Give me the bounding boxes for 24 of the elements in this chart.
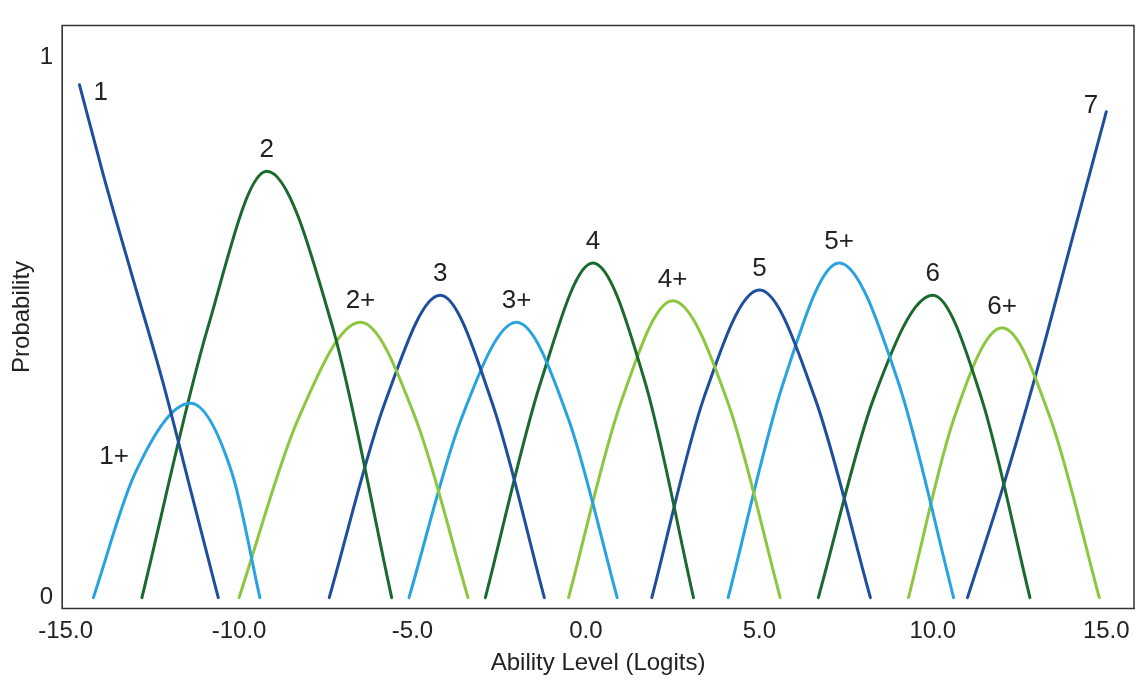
series-label: 2+ xyxy=(345,284,376,315)
x-tick-label: -10.0 xyxy=(211,616,267,644)
x-tick-label: 10.0 xyxy=(909,616,957,644)
series-label: 1 xyxy=(93,75,108,106)
x-axis-title: Ability Level (Logits) xyxy=(490,648,706,676)
series-label: 4+ xyxy=(657,262,688,293)
x-tick-label: -5.0 xyxy=(391,616,434,644)
series-label: 3 xyxy=(433,257,448,288)
series-label: 6 xyxy=(925,257,941,288)
y-axis-title: Probability xyxy=(7,260,35,373)
series-label: 3+ xyxy=(501,284,532,315)
x-tick-label: -15.0 xyxy=(38,616,93,644)
series-label: 5+ xyxy=(824,225,854,256)
series-label: 4 xyxy=(585,225,601,256)
x-tick-label: 15.0 xyxy=(1082,616,1130,644)
y-tick-label: 0 xyxy=(39,582,54,610)
x-tick-label: 0.0 xyxy=(569,616,603,644)
series-label: 1+ xyxy=(99,439,129,470)
x-tick-label: 5.0 xyxy=(742,616,777,644)
series-label: 5 xyxy=(752,252,767,283)
series-label: 6+ xyxy=(987,289,1018,320)
series-label: 2 xyxy=(259,133,275,164)
line-series xyxy=(77,83,220,600)
series-label: 7 xyxy=(1083,88,1099,119)
